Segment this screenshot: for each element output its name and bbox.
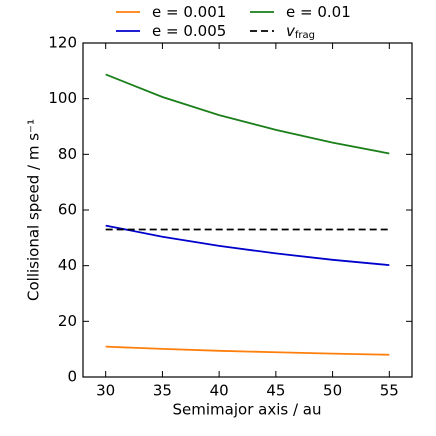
- y-axis-label: Collisional speed / m s⁻¹: [25, 119, 43, 301]
- x-tick-label: 30: [96, 382, 115, 400]
- legend-label: e = 0.005: [152, 22, 226, 40]
- data-line: [105, 345, 390, 356]
- legend-label: e = 0.01: [286, 3, 351, 21]
- y-tick-label: 120: [48, 34, 77, 52]
- x-tick-label: 50: [323, 382, 342, 400]
- x-tick-label: 45: [266, 382, 285, 400]
- legend-name: v: [286, 22, 296, 40]
- legend-name: e = 0.005: [152, 22, 226, 40]
- legend-name: e = 0.01: [286, 3, 351, 21]
- y-tick-label: 40: [58, 256, 77, 274]
- x-tick-label: 40: [210, 382, 229, 400]
- y-tick-label: 80: [58, 145, 77, 163]
- y-tick-label: 100: [48, 89, 77, 107]
- legend-label: vfrag: [286, 22, 315, 42]
- y-tick-label: 60: [58, 201, 77, 219]
- legend-name: e = 0.001: [152, 3, 226, 21]
- data-line: [105, 224, 390, 267]
- legend-subscript: frag: [295, 30, 315, 41]
- legend-label: e = 0.001: [152, 3, 226, 21]
- x-tick-label: 55: [380, 382, 399, 400]
- plot-frame: [82, 42, 413, 378]
- y-tick-label: 20: [58, 312, 77, 330]
- x-tick-label: 35: [153, 382, 172, 400]
- y-tick-label: 0: [67, 368, 77, 386]
- x-axis-label: Semimajor axis / au: [173, 401, 322, 419]
- data-line: [105, 73, 390, 155]
